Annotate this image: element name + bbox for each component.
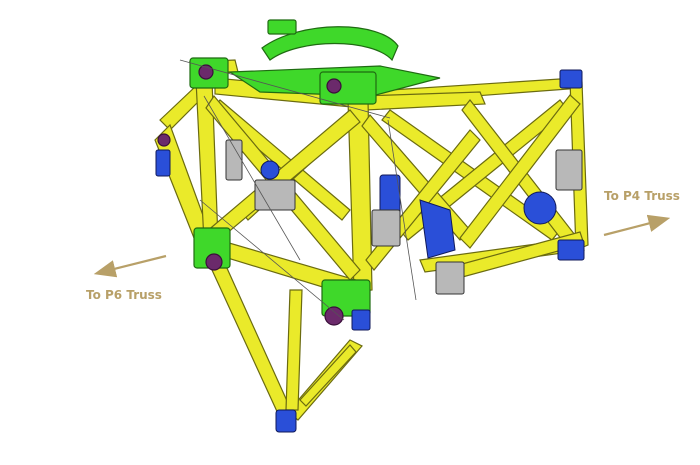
p4-direction-arrow bbox=[603, 214, 671, 237]
lower-v-struts bbox=[211, 265, 363, 421]
roller-fittings bbox=[157, 64, 344, 326]
blue-joints bbox=[155, 69, 585, 433]
internal-mechanisms bbox=[225, 139, 583, 295]
p6-direction-arrow bbox=[93, 254, 167, 278]
to-p6-truss-label: To P6 Truss bbox=[86, 288, 162, 302]
to-p4-truss-label: To P4 Truss bbox=[604, 189, 680, 203]
cable-lines bbox=[179, 59, 417, 321]
